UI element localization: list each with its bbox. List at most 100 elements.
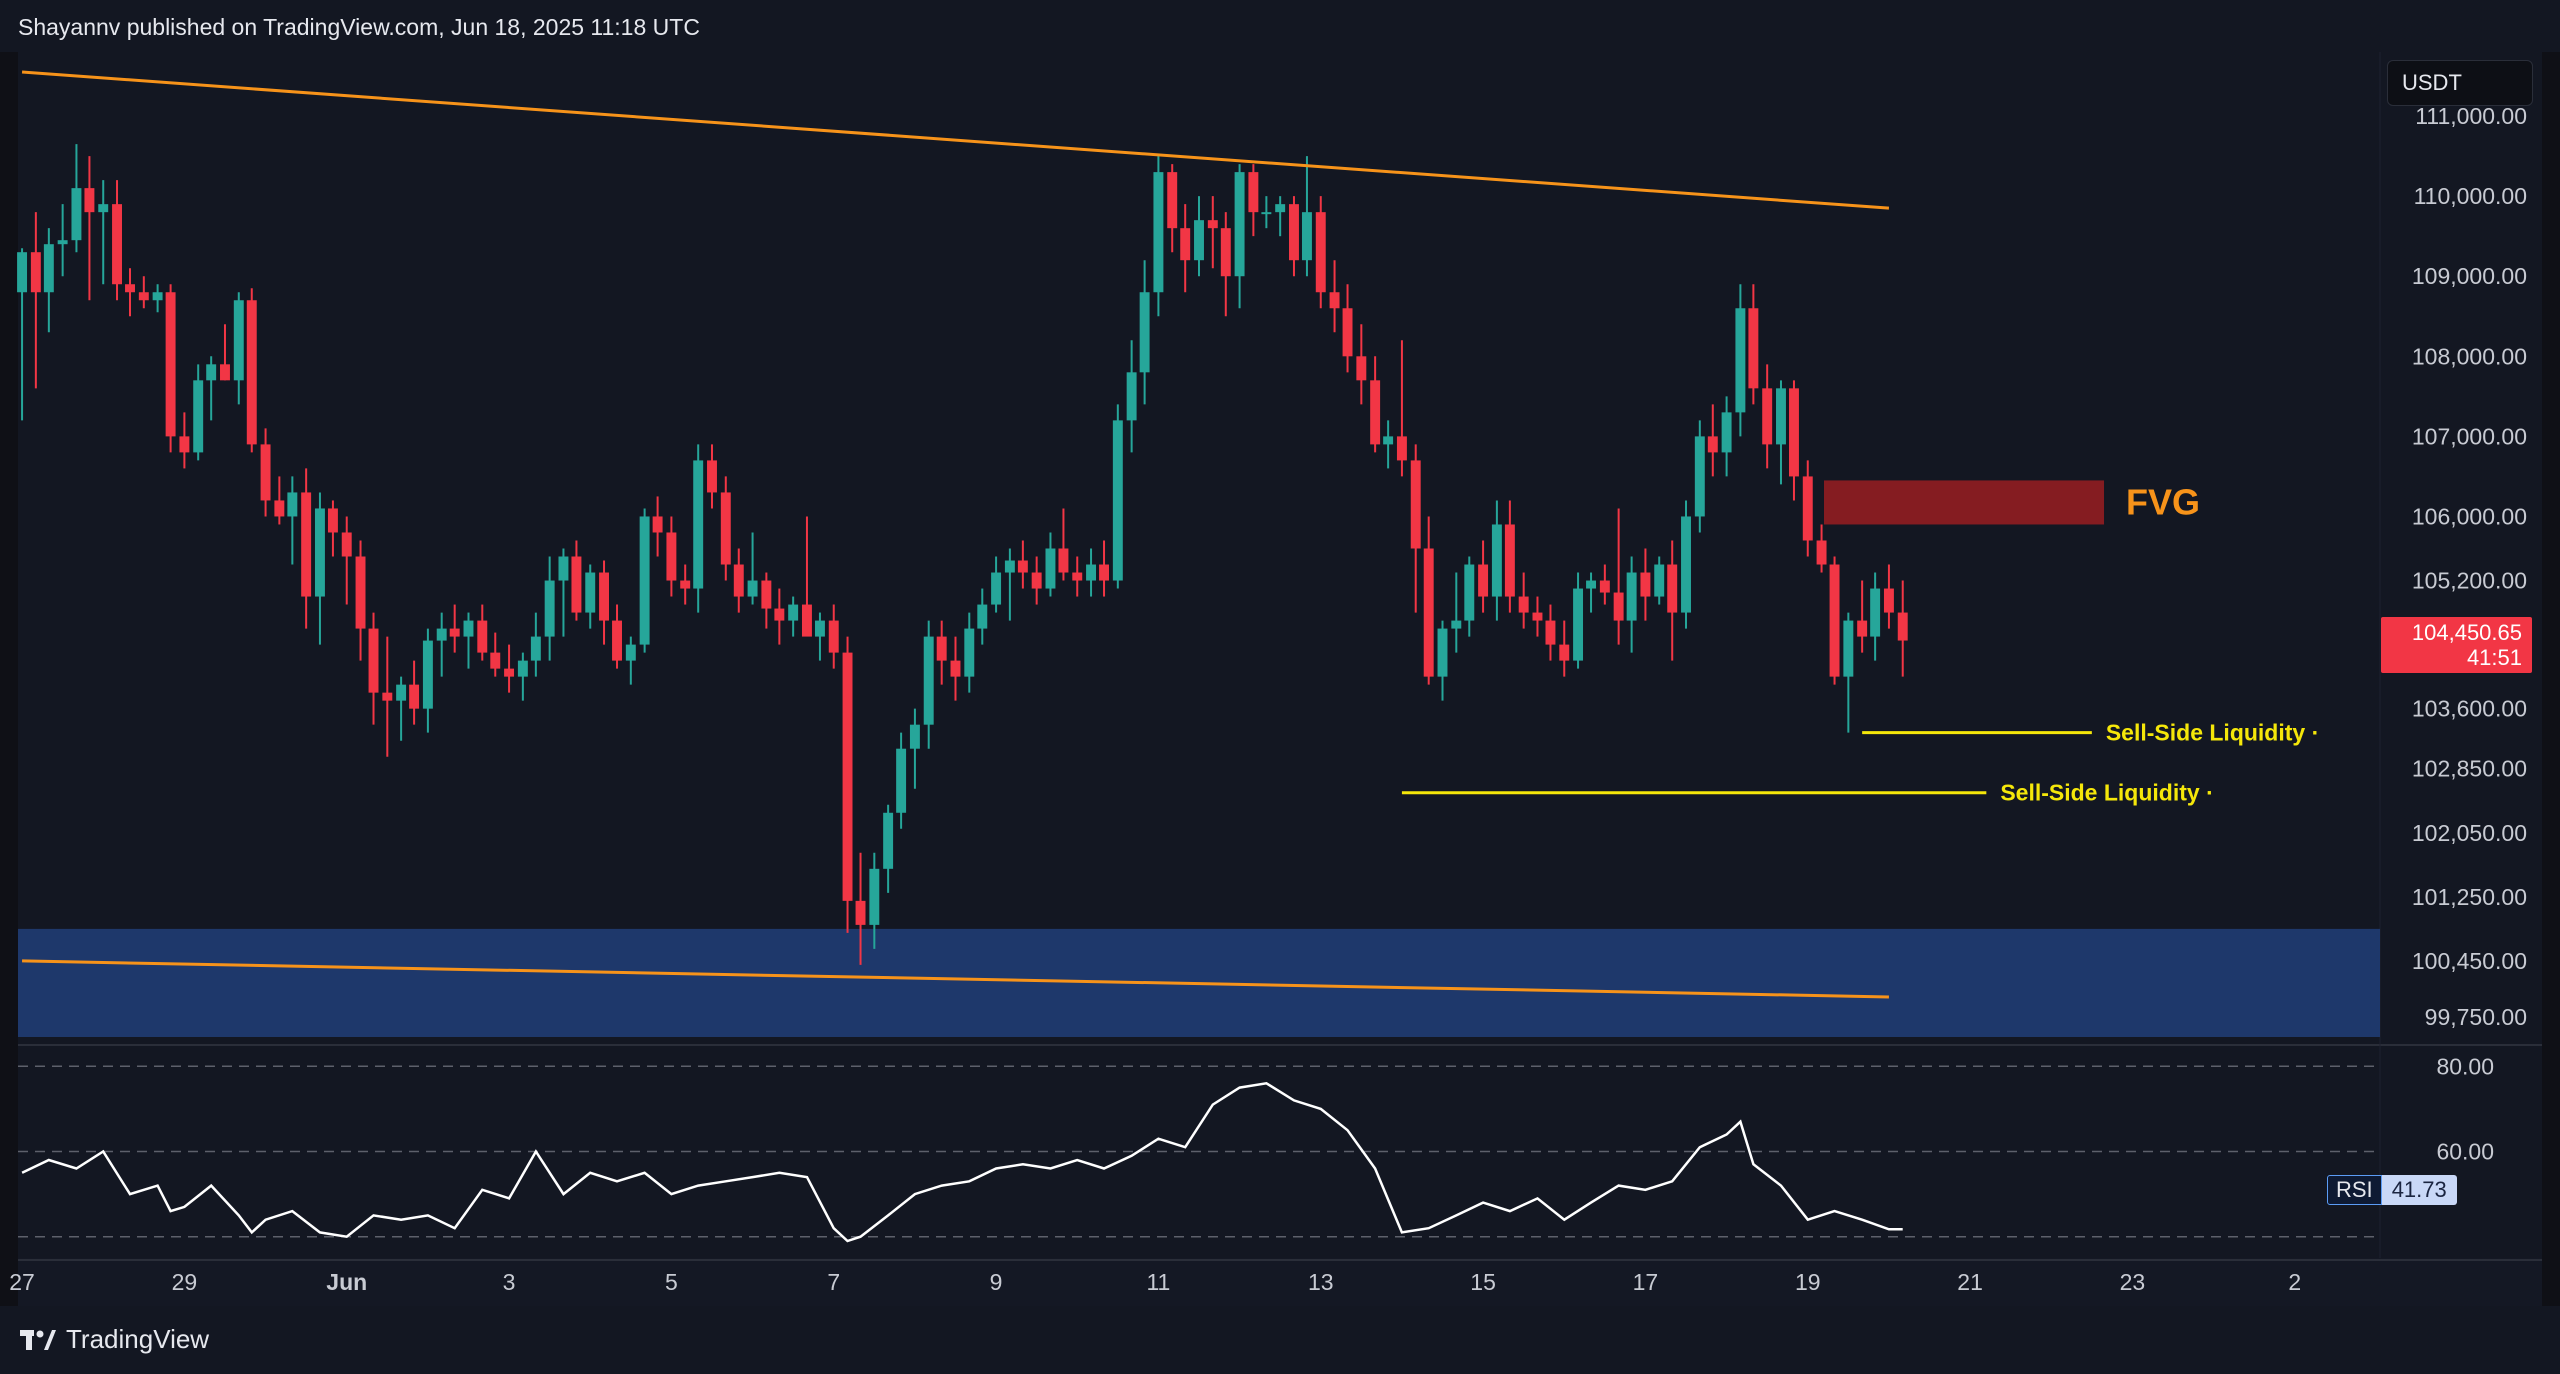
candle-body	[1829, 564, 1840, 677]
candle-body	[436, 628, 447, 641]
candle-body	[1045, 548, 1056, 589]
candle-body	[1194, 220, 1204, 261]
candle-body	[1126, 372, 1137, 421]
candle-body	[1897, 612, 1908, 641]
candle-body	[490, 652, 501, 669]
time-tick-label: 21	[1957, 1269, 1983, 1295]
candle-body	[1342, 308, 1353, 357]
candle-body	[449, 628, 460, 637]
candle-body	[1058, 548, 1069, 573]
tradingview-logo[interactable]: TradingView	[20, 1324, 209, 1355]
candle-body	[585, 572, 596, 613]
candle-body	[788, 604, 799, 621]
currency-label: USDT	[2402, 70, 2462, 95]
candle-body	[1626, 572, 1637, 621]
candle-body	[504, 668, 515, 677]
candle-body	[138, 292, 149, 301]
candle-body	[666, 532, 677, 581]
candle-body	[1843, 620, 1854, 677]
candle-body	[1599, 580, 1610, 593]
candle-body	[1207, 220, 1218, 229]
tradingview-brand: TradingView	[66, 1324, 210, 1354]
candle-body	[17, 252, 28, 293]
candle-body	[1667, 564, 1678, 613]
currency-selector[interactable]: USDT	[2387, 60, 2533, 106]
price-tick-label: 100,450.00	[2412, 948, 2527, 974]
candle-body	[1004, 560, 1015, 573]
time-tick-label: 17	[1633, 1269, 1659, 1295]
candle-body	[544, 580, 555, 637]
candle-body	[43, 244, 54, 293]
candle-body	[274, 500, 285, 517]
candle-body	[1017, 560, 1028, 573]
candle-body	[1248, 172, 1259, 213]
candle-body	[991, 572, 1002, 605]
candle-body	[571, 556, 582, 613]
candle-body	[1857, 620, 1868, 637]
candle-body	[1315, 212, 1326, 293]
price-tick-label: 102,050.00	[2412, 820, 2527, 846]
candle-body	[287, 492, 298, 517]
candle-body	[964, 628, 975, 677]
candle-body	[1788, 388, 1799, 477]
time-tick-label: 11	[1146, 1269, 1170, 1295]
time-tick-label: 15	[1470, 1269, 1496, 1295]
candle-body	[1776, 388, 1786, 445]
rsi-badge: RSI 41.73	[2327, 1175, 2457, 1205]
candle-body	[950, 660, 961, 677]
candle-body	[409, 684, 420, 709]
candle-body	[382, 692, 393, 701]
candle-body	[1532, 612, 1543, 621]
candle-body	[855, 900, 866, 925]
candle-body	[477, 620, 488, 653]
time-tick-label: 7	[827, 1269, 840, 1295]
candle-body	[828, 620, 839, 653]
candle-body	[869, 868, 880, 925]
candle-body	[1031, 572, 1042, 589]
time-tick-label: 9	[990, 1269, 1003, 1295]
price-tick-label: 105,200.00	[2412, 568, 2527, 594]
price-tick-label: 101,250.00	[2412, 884, 2527, 910]
candle-body	[327, 508, 338, 533]
bar-countdown: 41:51	[2466, 645, 2522, 670]
rsi-label: RSI	[2327, 1175, 2382, 1205]
fvg-zone	[1823, 480, 2105, 525]
candle-body	[1356, 356, 1367, 381]
candlestick-chart[interactable]: FVG Sell-Side Liquidity · Sell-Side Liquid…	[0, 0, 2560, 1306]
candle-body	[774, 608, 785, 621]
candle-body	[612, 620, 622, 661]
candle-body	[1112, 420, 1123, 581]
last-price-value: 104,450.65	[2411, 620, 2522, 645]
candle-body	[599, 572, 610, 621]
candle-body	[720, 492, 731, 565]
candle-body	[1504, 524, 1515, 597]
candle-body	[517, 660, 528, 677]
candle-body	[530, 636, 541, 661]
time-tick-label: 23	[2120, 1269, 2146, 1295]
candle-body	[152, 292, 163, 301]
candle-body	[1748, 308, 1759, 389]
candle-body	[1423, 548, 1434, 677]
candle-body	[112, 204, 122, 285]
time-tick-label: 19	[1795, 1269, 1821, 1295]
candle-body	[977, 604, 988, 629]
candle-body	[246, 300, 257, 445]
candle-body	[1153, 172, 1164, 293]
candle-body	[193, 380, 204, 453]
price-tick-label: 102,850.00	[2412, 756, 2527, 782]
candle-body	[98, 204, 109, 213]
candle-body	[733, 564, 744, 597]
candle-body	[1099, 564, 1110, 581]
price-tick-label: 99,750.00	[2425, 1004, 2527, 1030]
candle-body	[1329, 292, 1340, 309]
candle-body	[1139, 292, 1150, 373]
candle-body	[923, 636, 934, 725]
candle-body	[165, 292, 176, 437]
candle-body	[206, 364, 217, 381]
fvg-label: FVG	[2126, 481, 2200, 522]
candle-body	[1072, 572, 1083, 581]
upper-trendline	[21, 70, 1890, 210]
price-tick-label: 111,000.00	[2415, 103, 2527, 129]
candle-body	[558, 556, 569, 581]
candle-body	[814, 620, 825, 637]
